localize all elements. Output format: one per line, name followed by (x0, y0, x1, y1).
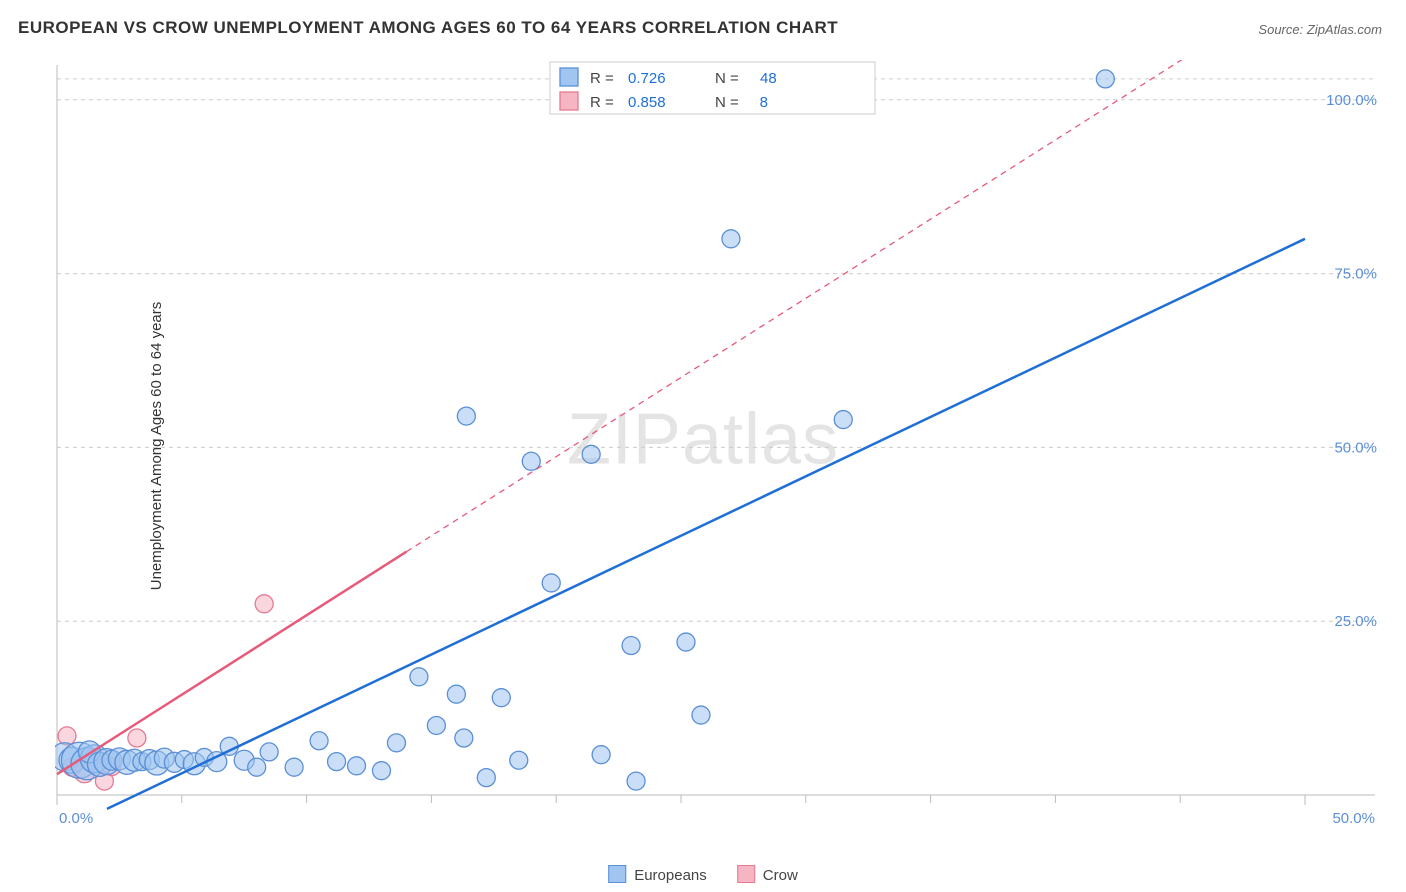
chart-svg: 0.0% 50.0% 25.0% 50.0% 75.0% 100.0% R = 0.726 N … (55, 60, 1385, 840)
swatch-crow-icon (737, 865, 755, 883)
legend-label-europeans: Europeans (634, 867, 707, 884)
svg-text:0.858: 0.858 (628, 94, 666, 111)
legend-label-crow: Crow (763, 867, 798, 884)
svg-text:N =: N = (715, 94, 739, 111)
svg-text:N =: N = (715, 70, 739, 87)
swatch-europeans-icon (608, 865, 626, 883)
svg-text:0.0%: 0.0% (59, 810, 93, 827)
svg-text:48: 48 (760, 70, 777, 87)
svg-text:50.0%: 50.0% (1332, 810, 1375, 827)
source-attribution: Source: ZipAtlas.com (1258, 22, 1382, 37)
legend-item-europeans: Europeans (608, 865, 707, 884)
svg-text:0.726: 0.726 (628, 70, 666, 87)
chart-title: EUROPEAN VS CROW UNEMPLOYMENT AMONG AGES… (18, 18, 838, 38)
svg-text:75.0%: 75.0% (1334, 266, 1377, 283)
source-label: Source: (1258, 22, 1303, 37)
source-name: ZipAtlas.com (1307, 22, 1382, 37)
svg-text:R =: R = (590, 94, 614, 111)
legend-item-crow: Crow (737, 865, 798, 884)
chart-area: 0.0% 50.0% 25.0% 50.0% 75.0% 100.0% R = 0.726 N … (55, 60, 1385, 840)
svg-text:25.0%: 25.0% (1334, 613, 1377, 630)
svg-text:8: 8 (760, 94, 768, 111)
svg-text:50.0%: 50.0% (1334, 439, 1377, 456)
bottom-legend: Europeans Crow (608, 865, 798, 884)
svg-text:100.0%: 100.0% (1326, 92, 1377, 109)
svg-text:R =: R = (590, 70, 614, 87)
